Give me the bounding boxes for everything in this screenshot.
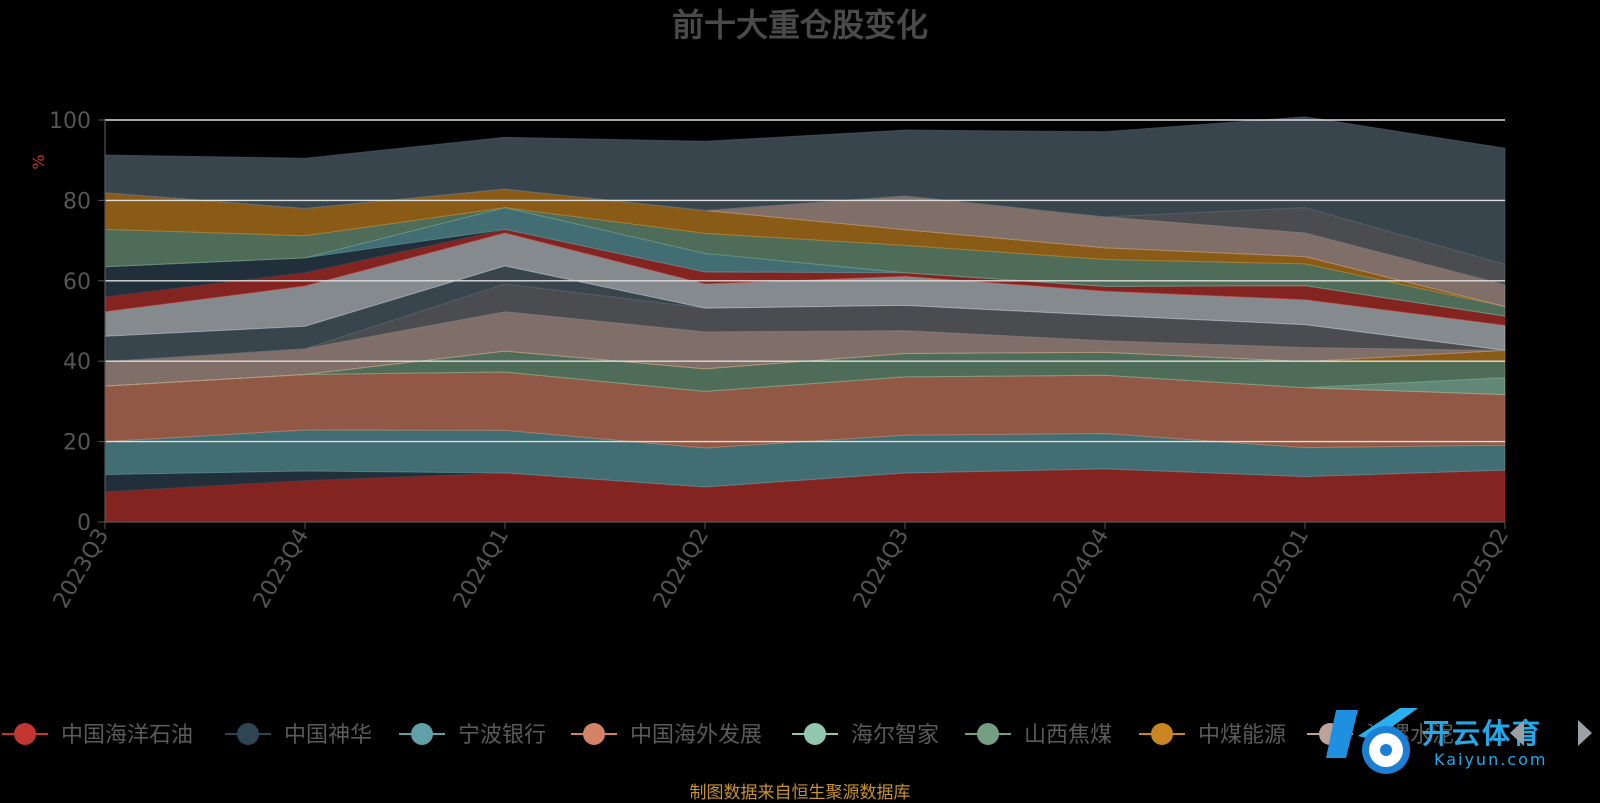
legend-marker: [411, 723, 433, 745]
legend-label: 山西焦煤: [1024, 723, 1112, 748]
legend-label: 海尔智家: [851, 723, 939, 748]
legend-label: 中国海外发展: [630, 723, 762, 748]
legend-marker: [237, 723, 259, 745]
legend-label: 宁波银行: [458, 723, 546, 748]
x-tick-label: 2024Q3: [849, 525, 914, 613]
chart-title: 前十大重仓股变化: [672, 6, 928, 44]
legend-marker: [14, 723, 36, 745]
legend-label: 中煤能源: [1198, 723, 1286, 748]
x-tick-label: 2024Q4: [1049, 525, 1114, 613]
y-tick-label: 60: [63, 270, 91, 295]
legend-marker: [583, 723, 605, 745]
legend-item[interactable]: 宁波银行: [399, 723, 546, 748]
triangle-right-icon[interactable]: [1578, 720, 1592, 746]
legend-item[interactable]: 中国海洋石油: [2, 723, 193, 748]
y-tick-label: 100: [49, 109, 91, 134]
legend-label: 中国海洋石油: [61, 723, 193, 748]
watermark-text: 开云体育: [1422, 717, 1543, 750]
x-tick-label: 2023Q3: [49, 525, 114, 613]
x-tick-label: 2023Q4: [249, 525, 314, 613]
legend-marker: [1151, 723, 1173, 745]
legend-item[interactable]: 中国海外发展: [571, 723, 762, 748]
data-source-note: 制图数据来自恒生聚源数据库: [689, 783, 911, 803]
x-tick-label: 2024Q2: [649, 525, 714, 613]
legend-marker: [804, 723, 826, 745]
watermark: 开云体育 Kaiyun.com: [1318, 700, 1568, 780]
watermark-subtext: Kaiyun.com: [1434, 750, 1548, 769]
kaiyun-logo-icon: [1326, 708, 1418, 774]
legend-marker: [977, 723, 999, 745]
y-tick-label: 40: [63, 350, 91, 375]
y-tick-label: 20: [63, 431, 91, 456]
legend-item[interactable]: 海尔智家: [792, 723, 939, 748]
grid-lines: [105, 119, 1505, 443]
x-tick-label: 2024Q1: [449, 525, 514, 613]
legend[interactable]: 中国海洋石油 中国神华 宁波银行 中国海外发展 海尔智家 山西焦煤 中煤能源 海螺水泥: [2, 723, 1454, 748]
area-series-18: [104, 116, 1506, 265]
triangle-left-icon[interactable]: [1510, 720, 1524, 746]
x-tick-label: 2025Q1: [1249, 525, 1314, 613]
y-tick-label: 80: [63, 189, 91, 214]
x-tick-label: 2025Q2: [1449, 525, 1514, 613]
legend-item[interactable]: 中国神华: [225, 723, 372, 748]
legend-item[interactable]: 中煤能源: [1139, 723, 1286, 748]
y-tick-label: 0: [77, 511, 91, 536]
y-axis-label: %: [29, 154, 48, 169]
legend-item[interactable]: 山西焦煤: [965, 723, 1112, 748]
legend-label: 中国神华: [284, 723, 372, 748]
area-layers: [104, 116, 1506, 523]
